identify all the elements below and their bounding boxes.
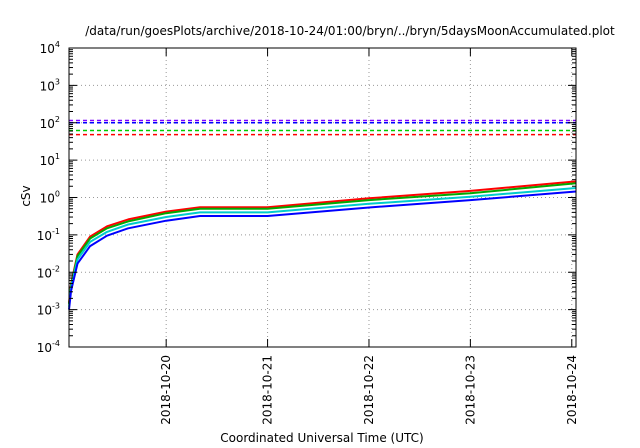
y-axis: 10-4 10-3 10-2 10-1 100 101 102 103 104 bbox=[37, 40, 576, 355]
y-tick-label: 10-2 bbox=[37, 264, 60, 280]
series-lines bbox=[68, 180, 577, 310]
x-tick-label: 2018-10-24 bbox=[565, 355, 579, 425]
series-line bbox=[68, 180, 577, 304]
x-axis-label: Coordinated Universal Time (UTC) bbox=[220, 431, 423, 445]
x-tick-label: 2018-10-23 bbox=[463, 355, 477, 425]
y-tick-label: 103 bbox=[40, 77, 60, 93]
x-tick-label: 2018-10-21 bbox=[261, 355, 275, 425]
threshold-lines bbox=[69, 119, 576, 136]
series-line bbox=[68, 187, 577, 307]
chart-title: /data/run/goesPlots/archive/2018-10-24/0… bbox=[85, 24, 615, 38]
y-tick-label: 104 bbox=[40, 40, 60, 56]
y-tick-label: 102 bbox=[40, 115, 60, 131]
x-tick-label: 2018-10-20 bbox=[159, 355, 173, 425]
series-line bbox=[68, 190, 577, 310]
y-tick-label: 101 bbox=[40, 152, 60, 168]
x-tick-label: 2018-10-22 bbox=[362, 355, 376, 425]
y-tick-label: 10-3 bbox=[37, 302, 60, 318]
y-tick-label: 10-1 bbox=[37, 227, 60, 243]
y-axis-label: cSv bbox=[19, 185, 33, 206]
y-tick-label: 100 bbox=[40, 190, 60, 206]
x-axis: 2018-10-20 2018-10-21 2018-10-22 2018-10-23… bbox=[159, 48, 579, 425]
y-tick-label: 10-4 bbox=[37, 339, 60, 355]
